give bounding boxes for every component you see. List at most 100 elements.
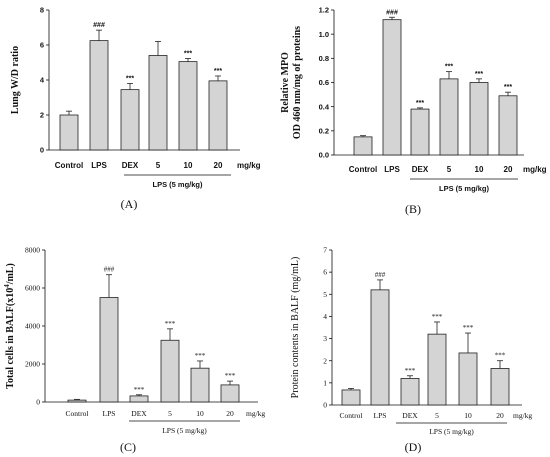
- y-tick-label: 2: [40, 111, 44, 120]
- y-tick-label: 6: [40, 41, 44, 50]
- y-tick-label: 4: [40, 76, 45, 85]
- y-tick-label: 2: [323, 356, 327, 365]
- x-tick-label: Control: [66, 409, 89, 418]
- y-tick-label: 0.8: [319, 54, 329, 63]
- x-tick-label: 20: [504, 165, 513, 174]
- x-tick-label: LPS: [103, 409, 116, 418]
- significance-label: ***: [416, 100, 424, 107]
- x-tick-label: Control: [55, 161, 83, 170]
- panel-c-total-cells-chart: 0 2000 4000 6000 8000 Total cells in BALF(x10…: [3, 246, 265, 454]
- x-tick-label: 10: [464, 411, 472, 420]
- x-tick-label: DEX: [122, 161, 139, 170]
- y-tick-label: 2000: [25, 360, 40, 369]
- x-unit-label: mg/kg: [523, 165, 547, 174]
- significance-label: ###: [375, 271, 386, 279]
- x-tick-label: DEX: [412, 165, 429, 174]
- bar-lps: [99, 297, 119, 403]
- significance-label: ###: [386, 9, 398, 16]
- bar-10: [190, 367, 210, 403]
- y-tick-label: 8: [40, 6, 44, 15]
- x-tick-label: LPS: [91, 161, 107, 170]
- x-tick-label: 20: [226, 409, 234, 418]
- significance-label: ***: [195, 352, 206, 360]
- x-unit-label: mg/kg: [246, 409, 265, 418]
- y-tick-label: 4000: [25, 322, 40, 331]
- bar-5: [160, 339, 180, 403]
- group-label: LPS (5 mg/kg): [429, 427, 474, 436]
- bar-lps: [89, 40, 109, 151]
- y-tick-label: 7: [323, 246, 327, 255]
- significance-label: ***: [405, 367, 416, 375]
- x-tick-label: 5: [447, 165, 452, 174]
- x-tick-label: Control: [340, 411, 363, 420]
- significance-label: ***: [463, 324, 474, 332]
- significance-label: ***: [214, 68, 222, 75]
- bar-10: [178, 61, 198, 151]
- group-label: LPS (5 mg/kg): [439, 184, 490, 193]
- bar-5: [439, 78, 459, 156]
- bar-5: [148, 55, 168, 151]
- y-tick-label: 1.2: [319, 6, 329, 15]
- y-tick-label: 0.0: [319, 151, 329, 160]
- x-tick-label: 10: [196, 409, 204, 418]
- panel-label: (D): [405, 440, 422, 454]
- y-tick-label: 3: [323, 334, 327, 343]
- bar-20: [208, 80, 228, 151]
- significance-label: ###: [93, 22, 105, 29]
- bar-lps: [382, 19, 402, 156]
- y-tick-label: 1: [323, 378, 327, 387]
- significance-label: ***: [225, 372, 236, 380]
- bar-dex: [400, 378, 420, 406]
- x-tick-label: LPS: [374, 411, 387, 420]
- bar-control: [341, 389, 361, 406]
- x-tick-label: LPS: [384, 165, 400, 174]
- y-axis-title: Protein contents in BALF (mg/mL): [290, 257, 301, 399]
- y-tick-label: 8000: [25, 246, 40, 255]
- panel-a-lung-wd-chart: 0 2 4 6 8 Lung W/D ratio Control ### LPS *** DEX 5 *…: [10, 6, 261, 211]
- bar-5: [427, 333, 447, 406]
- y-axis-title: Total cells in BALF(x104/mL): [3, 263, 16, 389]
- panel-label: (A): [121, 197, 138, 211]
- significance-label: ***: [134, 386, 145, 394]
- y-tick-label: 0.4: [319, 102, 330, 111]
- significance-label: ***: [126, 76, 134, 83]
- x-tick-label: DEX: [402, 411, 418, 420]
- y-tick-label: 0: [36, 398, 40, 407]
- significance-label: ***: [475, 71, 483, 78]
- significance-label: ***: [504, 84, 512, 91]
- y-tick-label: 6000: [25, 284, 40, 293]
- bar-10: [469, 82, 489, 156]
- bar-control: [353, 136, 373, 156]
- bar-dex: [129, 395, 149, 403]
- significance-label: ***: [184, 50, 192, 57]
- y-tick-label: 0: [323, 401, 327, 410]
- y-axis-title: Relative MPO: [280, 52, 291, 113]
- y-tick-label: 6: [323, 268, 327, 277]
- group-label: LPS (5 mg/kg): [152, 180, 203, 189]
- x-tick-label: 5: [156, 161, 161, 170]
- y-axis-title-line2: OD 460 nm/mg of proteins: [292, 26, 303, 139]
- x-tick-label: 5: [168, 409, 172, 418]
- significance-label: ***: [165, 320, 176, 328]
- significance-label: ***: [495, 352, 506, 360]
- x-unit-label: mg/kg: [513, 411, 532, 420]
- bar-lps: [370, 289, 390, 406]
- x-tick-label: 5: [435, 411, 439, 420]
- group-label: LPS (5 mg/kg): [162, 426, 207, 435]
- panel-label: (B): [405, 202, 421, 216]
- x-tick-label: 20: [496, 411, 504, 420]
- y-tick-label: 0.2: [319, 126, 329, 135]
- x-tick-label: 10: [184, 161, 193, 170]
- y-axis-title: Lung W/D ratio: [10, 46, 21, 114]
- panel-d-protein-chart: 0 1 2 3 4 5 6 7 Protein contents in BALF (mg/mL)…: [290, 246, 532, 454]
- y-tick-label: 5: [323, 290, 327, 299]
- panel-b-mpo-chart: 0.0 0.2 0.4 0.6 0.8 1.0 1.2 Relative MPO OD 460 …: [280, 6, 547, 216]
- bar-dex: [120, 89, 140, 151]
- bar-20: [498, 95, 518, 156]
- x-tick-label: Control: [349, 165, 377, 174]
- panel-label: (C): [120, 440, 136, 454]
- x-unit-label: mg/kg: [237, 161, 261, 170]
- y-tick-label: 0.6: [319, 78, 329, 87]
- bar-control: [67, 399, 87, 403]
